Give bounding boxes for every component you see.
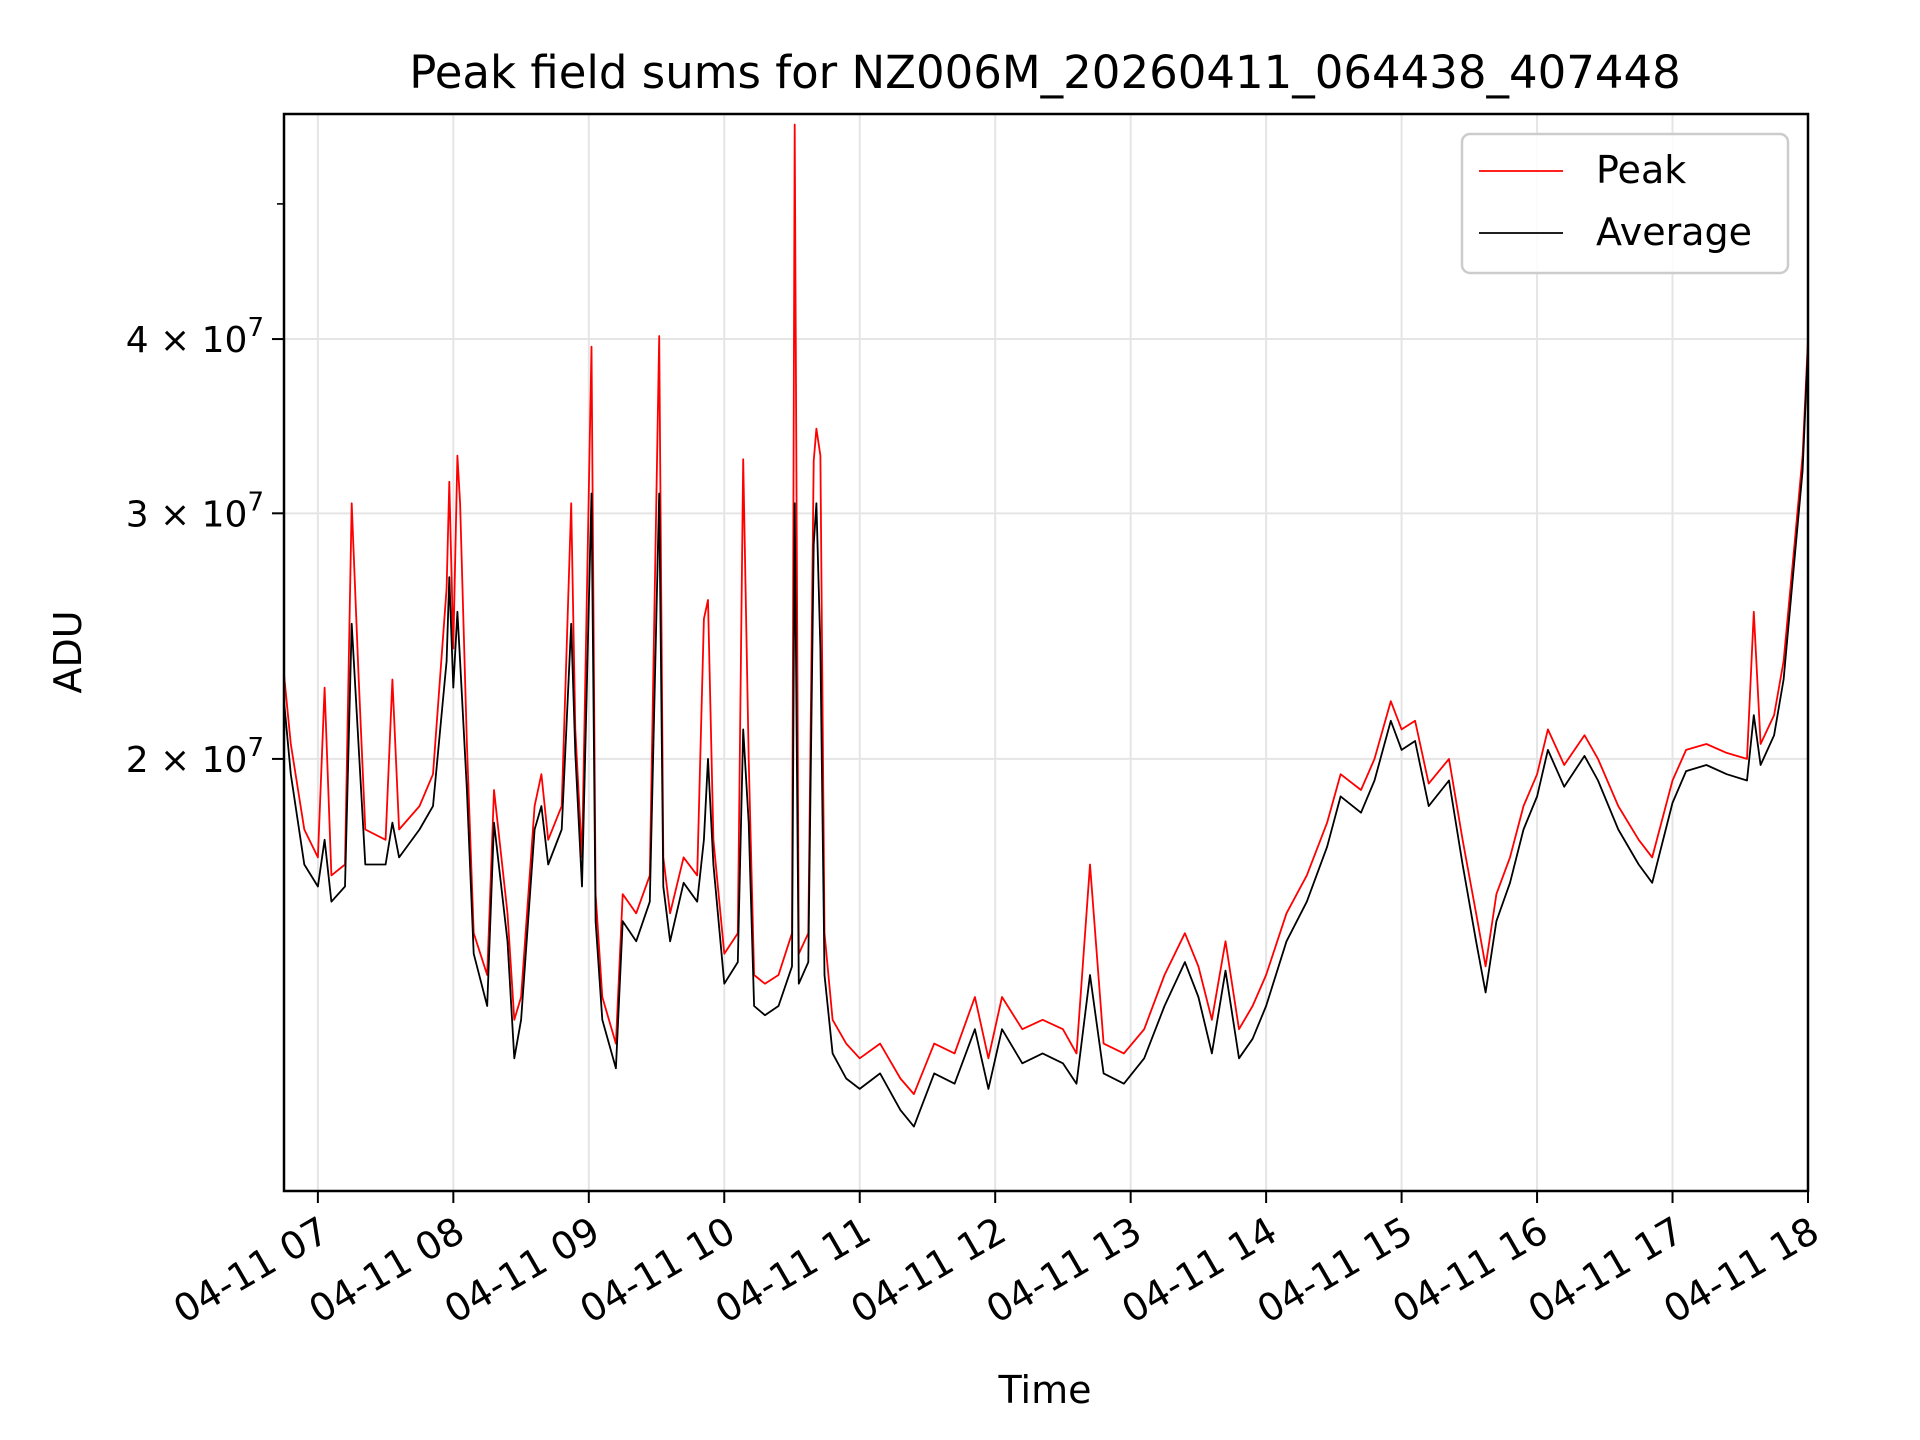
grid bbox=[284, 114, 1809, 1191]
plot-frame bbox=[282, 112, 1810, 1193]
y-tick-label: 4 × 107 bbox=[126, 313, 264, 361]
legend-box bbox=[1460, 132, 1790, 275]
series-line-average bbox=[283, 346, 1809, 1128]
legend-label-average: Average bbox=[1596, 210, 1752, 254]
series-line-peak bbox=[283, 123, 1809, 1095]
y-tick-label: 2 × 107 bbox=[126, 733, 264, 781]
chart-title: Peak field sums for NZ006M_20260411_0644… bbox=[409, 46, 1681, 99]
y-tick-label: 3 × 107 bbox=[126, 487, 264, 535]
legend: Peak Average bbox=[1460, 132, 1790, 275]
series-layer bbox=[283, 123, 1809, 1128]
legend-label-peak: Peak bbox=[1596, 148, 1686, 192]
x-axis-label: Time bbox=[998, 1368, 1092, 1412]
y-axis-label: ADU bbox=[46, 610, 90, 693]
